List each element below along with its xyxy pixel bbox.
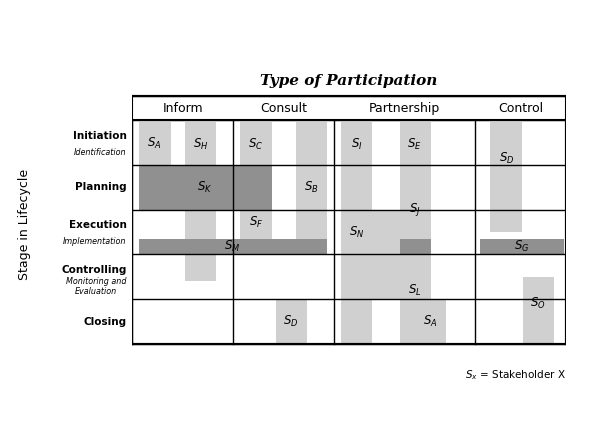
Text: Monitoring and
Evaluation: Monitoring and Evaluation [66,277,126,296]
Text: $S_{H}$: $S_{H}$ [193,137,208,152]
Text: Consult: Consult [260,102,307,114]
Text: $S_{I}$: $S_{I}$ [351,137,362,152]
Bar [369,210,400,299]
Text: Partnership: Partnership [369,102,440,114]
Bar [523,277,554,344]
Text: $S_{F}$: $S_{F}$ [249,215,263,230]
Text: Inform: Inform [163,102,203,114]
Text: $S_{K}$: $S_{K}$ [197,180,213,195]
Text: Controlling: Controlling [61,265,126,275]
Text: $S_{C}$: $S_{C}$ [248,137,264,152]
Text: $S_{O}$: $S_{O}$ [530,296,545,311]
Bar [185,123,216,210]
Text: Type of Participation: Type of Participation [261,74,438,88]
Text: Implementation: Implementation [63,237,126,246]
Text: $S_{M}$: $S_{M}$ [224,239,240,254]
Bar [400,254,431,344]
Text: $S_{N}$: $S_{N}$ [349,225,364,240]
Text: $S_{J}$: $S_{J}$ [409,201,421,218]
Text: Initiation: Initiation [72,131,126,141]
Text: $S_{E}$: $S_{E}$ [408,137,422,152]
Bar [341,210,373,344]
Text: $S_{L}$: $S_{L}$ [408,283,421,298]
Text: Identification: Identification [74,148,126,157]
Text: $S_{D}$: $S_{D}$ [284,314,299,329]
Bar [480,239,564,254]
Bar [140,165,272,210]
Bar [341,123,373,254]
Bar [400,123,431,187]
Bar [400,165,431,254]
Bar [240,123,272,210]
Bar [140,123,171,165]
Bar [276,299,307,344]
Bar [296,165,327,254]
Bar [415,299,446,344]
Bar [400,239,431,254]
Text: Planning: Planning [75,182,126,192]
Bar [240,210,272,239]
Bar [296,123,327,254]
Text: $S_{A}$: $S_{A}$ [423,314,438,329]
Text: $S_{G}$: $S_{G}$ [514,239,529,254]
Bar [140,239,327,254]
Text: $S_{A}$: $S_{A}$ [147,136,162,151]
Text: $S_{D}$: $S_{D}$ [498,151,514,166]
Text: Closing: Closing [83,317,126,326]
Text: Control: Control [498,102,543,114]
Text: $S_{B}$: $S_{B}$ [304,180,318,195]
Bar [490,123,521,232]
Text: $S_x$ = Stakeholder X: $S_x$ = Stakeholder X [465,368,566,382]
Text: Stage in Lifecycle: Stage in Lifecycle [17,169,31,280]
Text: Execution: Execution [69,220,126,230]
Bar [185,210,216,282]
